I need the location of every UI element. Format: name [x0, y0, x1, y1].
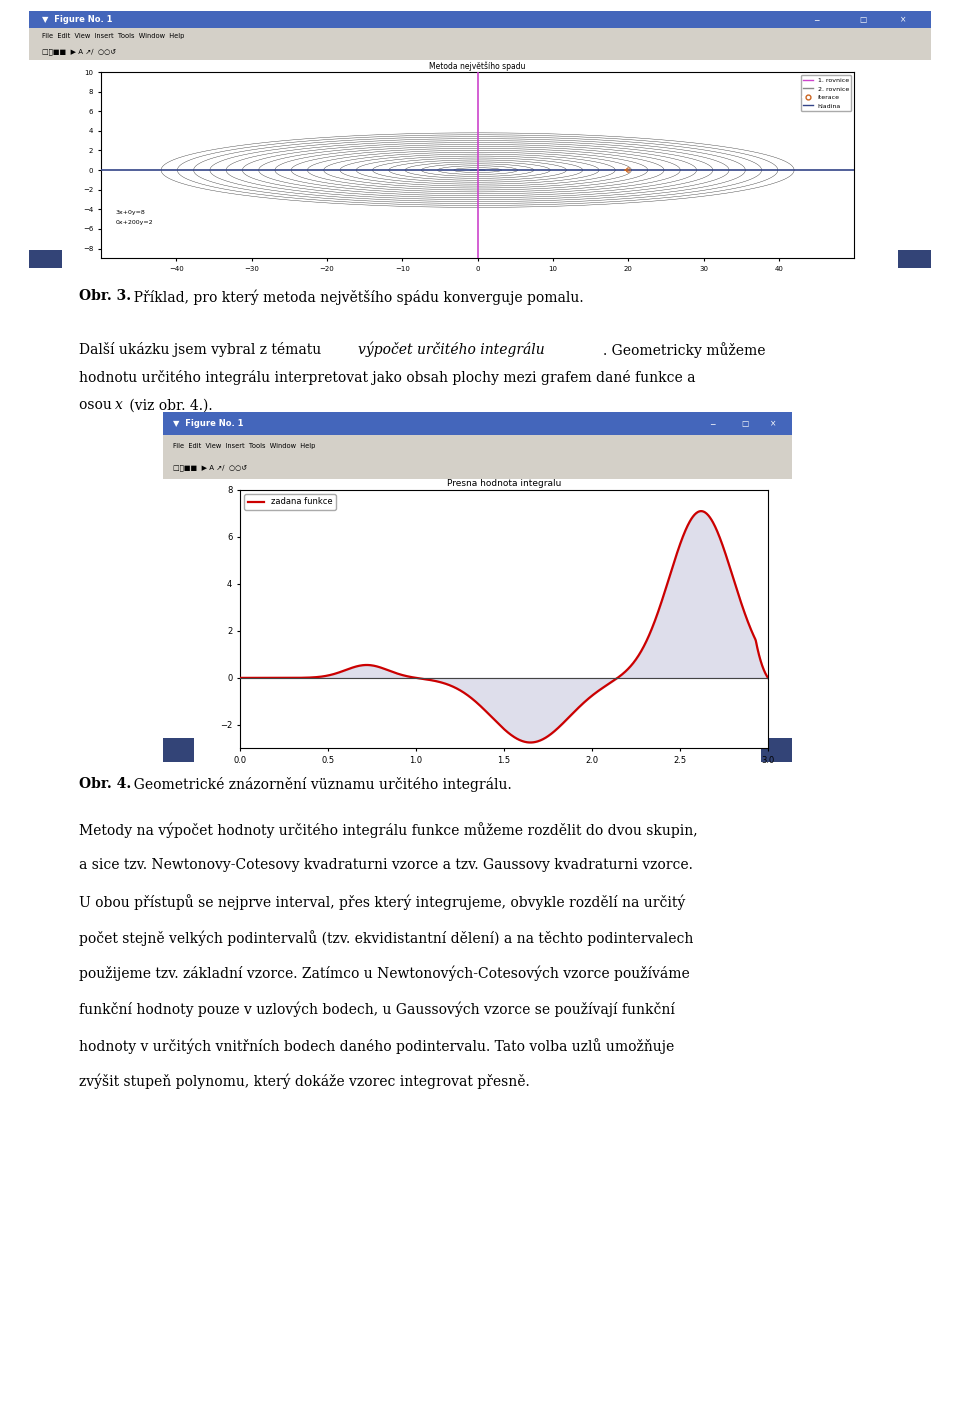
Text: □: □: [742, 419, 749, 428]
Text: Geometrické znázornění vüznamu určitého integrálu.: Geometrické znázornění vüznamu určitého …: [125, 777, 512, 792]
zadana funkce: [447, 678, 459, 695]
Text: hodnotu určitého integrálu interpretovat jako obsah plochy mezi grafem dané funk: hodnotu určitého integrálu interpretovat…: [79, 370, 695, 385]
Text: ×: ×: [770, 419, 777, 428]
Text: U obou přístupů se nejprve interval, přes který integrujeme, obvykle rozdělí na : U obou přístupů se nejprve interval, pře…: [79, 894, 685, 909]
Text: hodnoty v určitých vnitřních bodech daného podintervalu. Tato volba uzlů umožňuj: hodnoty v určitých vnitřních bodech dané…: [79, 1038, 674, 1053]
zadana funkce: [597, 679, 609, 696]
Text: x: x: [115, 398, 123, 412]
FancyBboxPatch shape: [29, 28, 931, 44]
zadana funkce: [234, 669, 246, 686]
zadana funkce: [646, 618, 658, 635]
zadana funkce: [762, 669, 774, 686]
Text: Obr. 3.: Obr. 3.: [79, 289, 131, 304]
Text: □⛄■■  ▶ A ↗∕  ○○↺: □⛄■■ ▶ A ↗∕ ○○↺: [42, 48, 116, 55]
FancyBboxPatch shape: [163, 435, 792, 456]
Text: zvýšit stupeň polynomu, který dokáže vzorec integrovat přesně.: zvýšit stupeň polynomu, který dokáže vzo…: [79, 1073, 530, 1089]
Text: Další ukázku jsem vybral z tématu: Další ukázku jsem vybral z tématu: [79, 342, 325, 357]
Text: (viz obr. 4.).: (viz obr. 4.).: [125, 398, 212, 412]
Text: File  Edit  View  Insert  Tools  Window  Help: File Edit View Insert Tools Window Help: [42, 32, 184, 38]
Text: ▼  Figure No. 1: ▼ Figure No. 1: [173, 419, 243, 428]
zadana funkce: [695, 503, 707, 520]
Legend: zadana funkce: zadana funkce: [244, 494, 336, 510]
FancyBboxPatch shape: [29, 250, 62, 268]
Text: . Geometricky můžeme: . Geometricky můžeme: [603, 342, 765, 357]
Text: ▼  Figure No. 1: ▼ Figure No. 1: [42, 16, 113, 24]
Text: 0x+200y=2: 0x+200y=2: [116, 220, 154, 225]
Legend: 1. rovnice, 2. rovnice, iterace, hladina: 1. rovnice, 2. rovnice, iterace, hladina: [801, 75, 852, 112]
Text: Příklad, pro který metoda největšího spádu konverguje pomalu.: Příklad, pro který metoda největšího spá…: [125, 289, 584, 305]
FancyBboxPatch shape: [761, 738, 792, 762]
Text: File  Edit  View  Insert  Tools  Window  Help: File Edit View Insert Tools Window Help: [173, 442, 315, 449]
Line: zadana funkce: zadana funkce: [240, 511, 768, 743]
FancyBboxPatch shape: [163, 412, 792, 435]
Text: Metody na výpočet hodnoty určitého integrálu funkce můžeme rozdělit do dvou skup: Metody na výpočet hodnoty určitého integ…: [79, 822, 697, 837]
Text: osou: osou: [79, 398, 116, 412]
Text: ×: ×: [900, 16, 906, 24]
Text: □: □: [859, 16, 866, 24]
FancyBboxPatch shape: [29, 44, 931, 61]
Text: □⛄■■  ▶ A ↗∕  ○○↺: □⛄■■ ▶ A ↗∕ ○○↺: [173, 465, 247, 470]
zadana funkce: [288, 669, 300, 686]
FancyBboxPatch shape: [29, 11, 931, 28]
Text: funkční hodnoty pouze v uzlových bodech, u Gaussových vzorce se používají funkčn: funkční hodnoty pouze v uzlových bodech,…: [79, 1003, 675, 1017]
Title: Metoda největšího spadu: Metoda největšího spadu: [429, 62, 526, 71]
Text: 3x+0y=8: 3x+0y=8: [116, 210, 146, 215]
FancyBboxPatch shape: [163, 456, 792, 479]
zadana funkce: [656, 593, 667, 610]
Text: použijeme tzv. základní vzorce. Zatímco u Newtonových-Cotesových vzorce používám: použijeme tzv. základní vzorce. Zatímco …: [79, 966, 689, 981]
FancyBboxPatch shape: [163, 738, 194, 762]
Text: ─: ─: [814, 16, 819, 24]
Text: ─: ─: [710, 419, 715, 428]
Text: počet stejně velkých podintervalů (tzv. ekvidistantní dělení) a na těchto podint: počet stejně velkých podintervalů (tzv. …: [79, 929, 693, 946]
zadana funkce: [467, 690, 478, 707]
zadana funkce: [524, 734, 536, 751]
Title: Presna hodnota integralu: Presna hodnota integralu: [446, 479, 562, 487]
Text: a sice tzv. Newtonovy-Cotesovy kvadraturni vzorce a tzv. Gaussovy kvadraturni vz: a sice tzv. Newtonovy-Cotesovy kvadratur…: [79, 858, 692, 871]
Text: Obr. 4.: Obr. 4.: [79, 777, 131, 791]
Text: výpočet určitého integrálu: výpočet určitého integrálu: [358, 342, 544, 357]
FancyBboxPatch shape: [898, 250, 931, 268]
